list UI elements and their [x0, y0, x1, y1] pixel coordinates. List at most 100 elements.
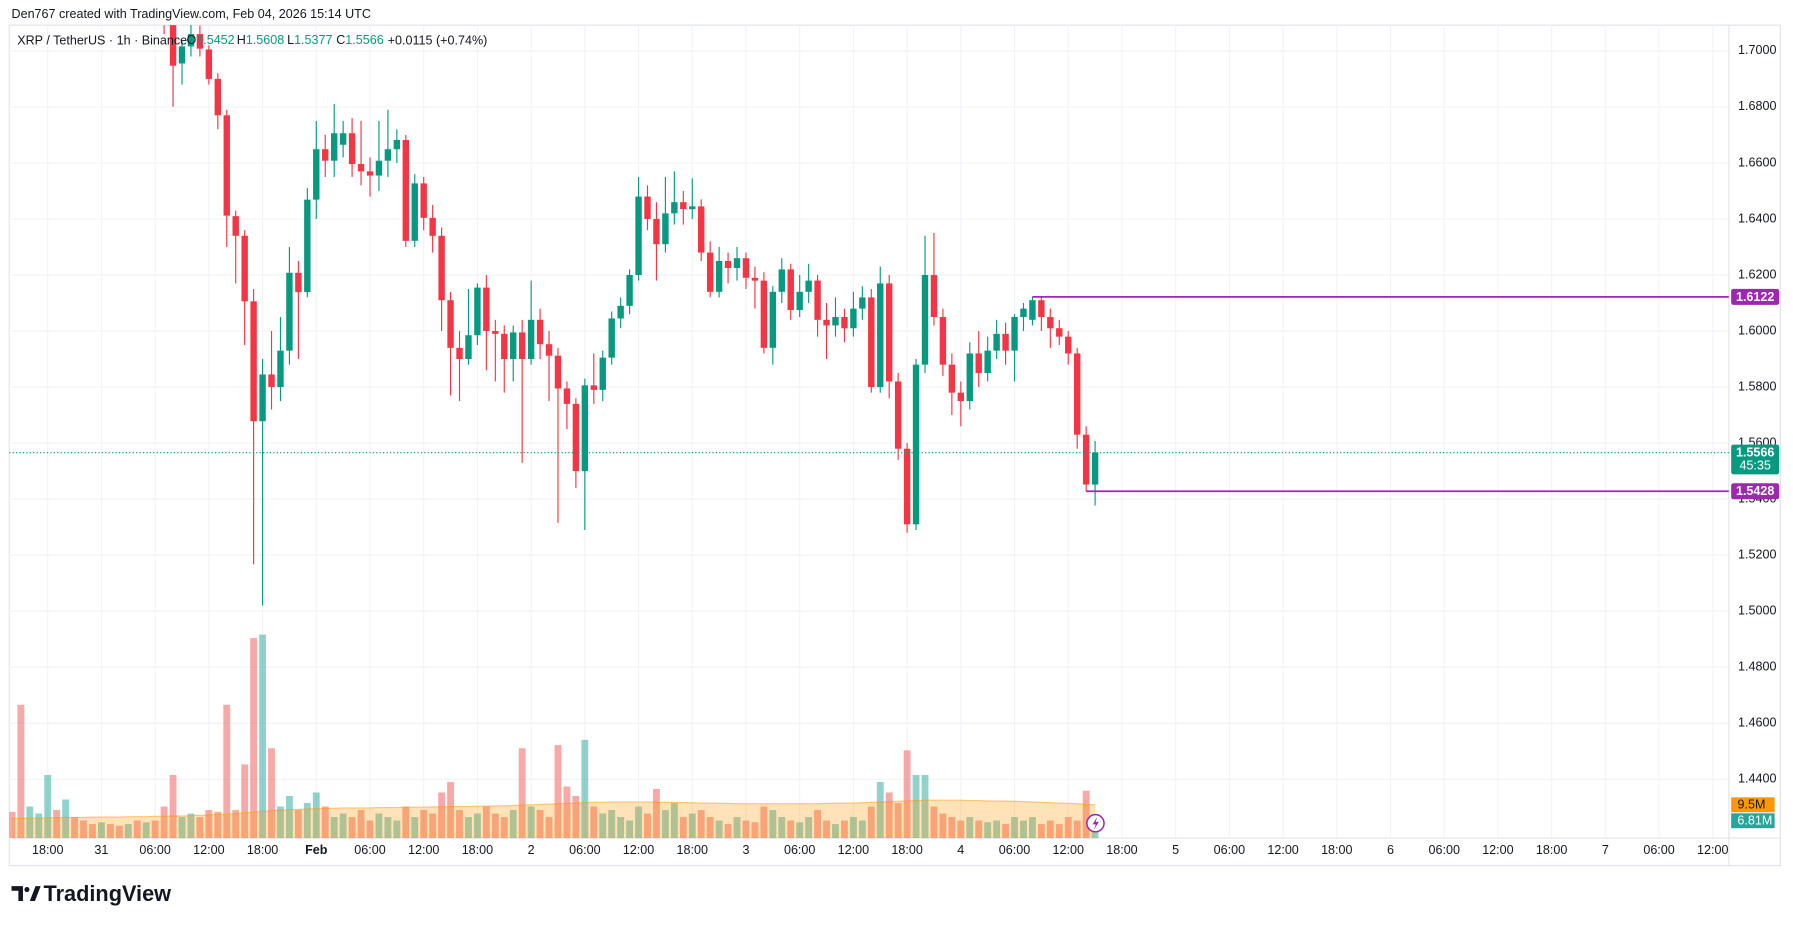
volume-bar [563, 786, 571, 839]
x-tick-label: 18:00 [677, 843, 708, 857]
candle-body [1011, 317, 1018, 351]
candle-body [554, 355, 562, 389]
volume-bar [9, 811, 16, 839]
last-price-tag [1731, 444, 1780, 475]
candle-body [527, 319, 535, 360]
volume-bar [509, 810, 517, 839]
volume-bar [545, 817, 553, 839]
legend: XRP / TetherUS · 1h · Binance O1.5452 H1… [17, 33, 487, 47]
candle-body [196, 34, 204, 49]
candle-body [501, 333, 508, 360]
candle-body [393, 139, 401, 150]
legend-high: H1.5608 [237, 33, 285, 47]
x-tick-label: 06:00 [139, 843, 170, 857]
candle-body [787, 269, 794, 311]
volume-bar [285, 795, 293, 839]
x-tick-label: 06:00 [999, 843, 1030, 857]
volume-bar [330, 817, 338, 839]
candle-body [903, 448, 911, 525]
volume-bar [214, 811, 222, 839]
candle-body [1065, 336, 1072, 354]
candle-body [447, 300, 454, 348]
x-tick-label: 18:00 [1536, 843, 1567, 857]
volume-bar [661, 810, 669, 839]
price-tag-label: 1.6122 [1736, 290, 1774, 304]
volume-bar [670, 803, 678, 839]
candle-body [644, 196, 651, 219]
legend-key: H [237, 33, 246, 47]
volume-bar [1011, 817, 1018, 839]
volume-bar [500, 817, 508, 839]
volume-bar [608, 810, 616, 839]
x-tick-label: 12:00 [623, 843, 654, 857]
x-tick-label: 18:00 [32, 843, 63, 857]
candle-body [438, 235, 445, 301]
candle-body [1038, 300, 1045, 318]
y-tick-label: 1.6400 [1738, 211, 1776, 225]
volume-bar [527, 806, 535, 839]
volume-ma-line [11, 799, 1096, 820]
volume-bar [420, 810, 428, 839]
x-tick-label: 18:00 [247, 843, 278, 857]
volume-bar [357, 810, 365, 839]
candle-body [921, 275, 929, 365]
volume-ma-label: 9.5M [1738, 798, 1766, 812]
candle-body [384, 149, 392, 161]
x-tick-label: 12:00 [1697, 843, 1728, 857]
volume-bar [760, 806, 768, 839]
volume-bar [751, 822, 759, 839]
volume-bar [465, 817, 472, 839]
candle-body [259, 374, 266, 422]
volume-bar [948, 817, 956, 839]
candle-body [187, 34, 195, 47]
legend-key: C [336, 33, 345, 47]
candle-body [653, 218, 660, 245]
volume-bar [814, 810, 822, 839]
volume-bar [984, 822, 992, 839]
volume-bar [205, 810, 213, 839]
x-tick-label: Feb [305, 843, 328, 857]
candle-body [348, 133, 356, 165]
volume-bar [250, 638, 258, 839]
y-tick-label: 1.4800 [1738, 660, 1776, 674]
volume-bar [617, 817, 625, 839]
candle-body [169, 25, 177, 66]
candle-body [1082, 434, 1090, 485]
candle-body [322, 149, 329, 161]
volume-bar [80, 820, 87, 839]
volume-bar [796, 822, 804, 839]
y-tick-label: 1.6200 [1738, 267, 1776, 281]
candle-body [948, 364, 956, 393]
candle-body [930, 275, 938, 318]
volume-bar [268, 748, 275, 839]
volume-bar [1064, 817, 1072, 839]
candle-body [510, 332, 517, 360]
candle-body [635, 196, 642, 276]
volume-bar [1055, 824, 1063, 839]
candle-body [912, 364, 920, 525]
volume-bar [26, 806, 34, 839]
x-tick-label: 18:00 [462, 843, 493, 857]
volume-bar [769, 810, 777, 839]
legend-low: L1.5377 [287, 33, 332, 47]
brand-logo: TradingView [11, 881, 171, 906]
candle-body [286, 272, 293, 351]
candle-body [492, 331, 499, 334]
candle-body [984, 350, 991, 374]
candle-body [375, 160, 383, 176]
candle-body [966, 353, 973, 402]
candle-body [832, 317, 839, 326]
volume-bar [98, 822, 105, 839]
volume-bar [178, 817, 186, 839]
candle-body [680, 202, 687, 210]
volume-bar [930, 806, 938, 839]
volume-bar [232, 810, 240, 839]
candle-body [751, 277, 759, 281]
candle-body [295, 272, 302, 293]
volume-bar [375, 813, 383, 839]
volume-bar [89, 824, 96, 839]
candle-body [420, 183, 427, 218]
y-tick-label: 1.6800 [1738, 99, 1776, 113]
candle-body [877, 283, 884, 388]
y-tick-label: 1.4400 [1738, 772, 1776, 786]
